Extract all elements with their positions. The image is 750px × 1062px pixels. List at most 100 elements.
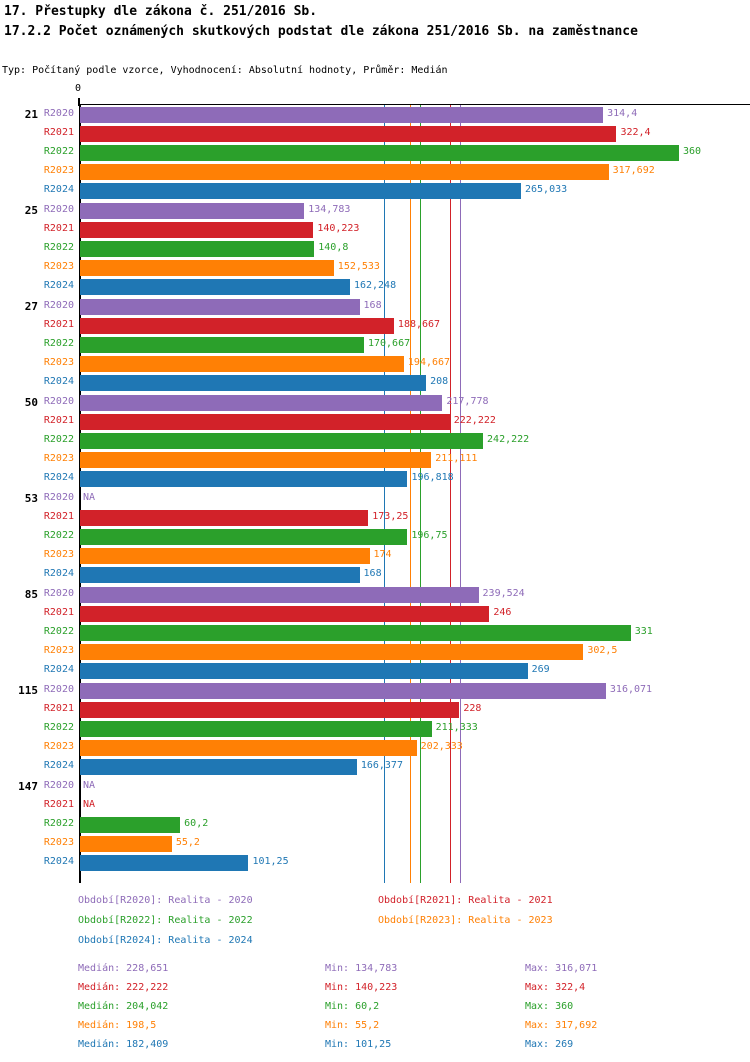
bar[interactable] bbox=[80, 759, 357, 775]
bar[interactable] bbox=[80, 414, 450, 430]
bar-row[interactable]: R2023 317,692 bbox=[0, 163, 750, 182]
bar[interactable] bbox=[80, 260, 334, 276]
bar-row[interactable]: R2020 314,4 bbox=[0, 106, 750, 125]
bar-row[interactable]: R2022 170,667 bbox=[0, 336, 750, 355]
bar-row[interactable]: R2021 322,4 bbox=[0, 125, 750, 144]
bar-value-label: 55,2 bbox=[175, 837, 200, 848]
bar-row-label: R2022 bbox=[43, 434, 74, 445]
bar[interactable] bbox=[80, 510, 369, 526]
bar-row[interactable]: R2020 NA bbox=[0, 490, 750, 509]
bar-row[interactable]: R2022 242,222 bbox=[0, 432, 750, 451]
legend-entry-r2024[interactable]: Období[R2024]: Realita - 2024 bbox=[78, 935, 253, 946]
bar-row-label: R2023 bbox=[43, 261, 74, 272]
bar[interactable] bbox=[80, 299, 360, 315]
bar[interactable] bbox=[80, 279, 350, 295]
bar-row[interactable]: R2021 228 bbox=[0, 701, 750, 720]
bar[interactable] bbox=[80, 567, 360, 583]
bar-row[interactable]: R2022 196,75 bbox=[0, 528, 750, 547]
bar[interactable] bbox=[80, 587, 479, 603]
bar-row[interactable]: R2022 60,2 bbox=[0, 816, 750, 835]
bar-row[interactable]: R2020 316,071 bbox=[0, 682, 750, 701]
bar-row[interactable]: R2023 174 bbox=[0, 547, 750, 566]
bar-row[interactable]: R2023 211,111 bbox=[0, 451, 750, 470]
bar-row[interactable]: R2022 211,333 bbox=[0, 720, 750, 739]
bar[interactable] bbox=[80, 356, 404, 372]
bar-row[interactable]: R2020 239,524 bbox=[0, 586, 750, 605]
legend-entry-r2023[interactable]: Období[R2023]: Realita - 2023 bbox=[378, 915, 553, 926]
bar-row[interactable]: R2021 188,667 bbox=[0, 317, 750, 336]
bar[interactable] bbox=[80, 318, 394, 334]
bar[interactable] bbox=[80, 606, 490, 622]
bar-row[interactable]: R2024 166,377 bbox=[0, 758, 750, 777]
group-label: 25 bbox=[24, 204, 38, 217]
bar[interactable] bbox=[80, 817, 181, 833]
bar-row[interactable]: R2024 101,25 bbox=[0, 854, 750, 873]
bar-row[interactable]: R2022 360 bbox=[0, 144, 750, 163]
bar-row-label: R2021 bbox=[43, 799, 74, 810]
bar-row[interactable]: R2023 202,333 bbox=[0, 739, 750, 758]
bar[interactable] bbox=[80, 164, 609, 180]
bar-row[interactable]: R2021 NA bbox=[0, 797, 750, 816]
bar-row-label: R2023 bbox=[43, 645, 74, 656]
bar-row[interactable]: R2024 196,818 bbox=[0, 470, 750, 489]
legend-entry-r2020[interactable]: Období[R2020]: Realita - 2020 bbox=[78, 895, 253, 906]
bar[interactable] bbox=[80, 625, 631, 641]
bar-row[interactable]: R2020 134,783 bbox=[0, 202, 750, 221]
stat-max-r2021: Max: 322,4 bbox=[525, 982, 586, 993]
bar[interactable] bbox=[80, 855, 249, 871]
axis-zero-tick bbox=[78, 98, 80, 106]
bar-row[interactable]: R2024 269 bbox=[0, 662, 750, 681]
group-label: 50 bbox=[24, 396, 38, 409]
bar-row[interactable]: R2024 168 bbox=[0, 566, 750, 585]
bar[interactable] bbox=[80, 375, 427, 391]
stat-max-r2023: Max: 317,692 bbox=[525, 1020, 598, 1031]
bar-row[interactable]: R2020 217,778 bbox=[0, 394, 750, 413]
bar[interactable] bbox=[80, 203, 305, 219]
bar-row[interactable]: R2023 194,667 bbox=[0, 355, 750, 374]
bar[interactable] bbox=[80, 183, 521, 199]
bar-row-label: R2024 bbox=[43, 376, 74, 387]
bar[interactable] bbox=[80, 452, 432, 468]
bar-row[interactable]: R2021 140,223 bbox=[0, 221, 750, 240]
bar-value-label: 194,667 bbox=[407, 357, 451, 368]
bar[interactable] bbox=[80, 683, 606, 699]
legend-entry-r2021[interactable]: Období[R2021]: Realita - 2021 bbox=[378, 895, 553, 906]
bar-row[interactable]: R2020 168 bbox=[0, 298, 750, 317]
bar[interactable] bbox=[80, 433, 484, 449]
bar[interactable] bbox=[80, 740, 417, 756]
bar[interactable] bbox=[80, 126, 617, 142]
bar-row[interactable]: R2022 331 bbox=[0, 624, 750, 643]
bar[interactable] bbox=[80, 721, 432, 737]
bar[interactable] bbox=[80, 529, 408, 545]
bar[interactable] bbox=[80, 548, 370, 564]
bar-row[interactable]: R2020 NA bbox=[0, 778, 750, 797]
legend-entry-r2022[interactable]: Období[R2022]: Realita - 2022 bbox=[78, 915, 253, 926]
bar[interactable] bbox=[80, 663, 528, 679]
bar[interactable] bbox=[80, 702, 460, 718]
bar-row[interactable]: R2021 173,25 bbox=[0, 509, 750, 528]
bar[interactable] bbox=[80, 644, 584, 660]
bar-row[interactable]: R2024 208 bbox=[0, 374, 750, 393]
bar[interactable] bbox=[80, 395, 443, 411]
bar[interactable] bbox=[80, 337, 364, 353]
bar-value-label: 152,533 bbox=[337, 261, 380, 272]
bar[interactable] bbox=[80, 222, 314, 238]
stat-median-r2022: Medián: 204,042 bbox=[78, 1001, 169, 1012]
stat-min-r2024: Min: 101,25 bbox=[325, 1039, 392, 1050]
bar[interactable] bbox=[80, 145, 679, 161]
bar-row[interactable]: R2021 222,222 bbox=[0, 413, 750, 432]
bar[interactable] bbox=[80, 107, 604, 123]
bar[interactable] bbox=[80, 241, 315, 257]
bar-row[interactable]: R2023 302,5 bbox=[0, 643, 750, 662]
bar-row[interactable]: R2022 140,8 bbox=[0, 240, 750, 259]
bar-row[interactable]: R2024 265,033 bbox=[0, 182, 750, 201]
bar-value-label: 173,25 bbox=[372, 511, 409, 522]
bar[interactable] bbox=[80, 836, 172, 852]
bar-row[interactable]: R2021 246 bbox=[0, 605, 750, 624]
bar-row[interactable]: R2024 162,248 bbox=[0, 278, 750, 297]
bar-row[interactable]: R2023 55,2 bbox=[0, 835, 750, 854]
bar[interactable] bbox=[80, 471, 408, 487]
bar-row-label: R2022 bbox=[43, 242, 74, 253]
bar-row-label: R2021 bbox=[43, 607, 74, 618]
bar-row[interactable]: R2023 152,533 bbox=[0, 259, 750, 278]
